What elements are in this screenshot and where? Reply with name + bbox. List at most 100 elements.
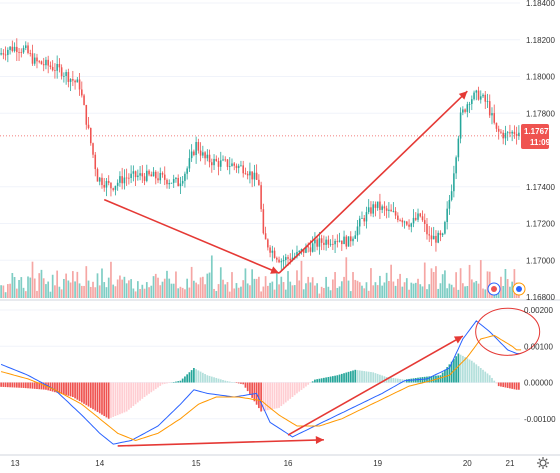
settings-icon[interactable] <box>537 457 549 469</box>
volume-bar <box>307 276 310 298</box>
macd-histogram-bar <box>40 382 43 390</box>
volume-bar <box>74 281 76 298</box>
candle-body <box>311 243 314 252</box>
volume-bars <box>0 255 520 298</box>
candle-body <box>392 211 395 212</box>
candle-body <box>361 217 363 219</box>
volume-bar <box>484 289 487 298</box>
candle-body <box>4 54 7 56</box>
candle-body <box>500 131 502 133</box>
volume-bar <box>116 279 119 298</box>
volume-bar <box>136 281 139 298</box>
candle-body <box>16 46 18 53</box>
event-icon[interactable] <box>512 282 526 296</box>
volume-bar <box>329 290 332 298</box>
volume-bar <box>166 270 168 298</box>
volume-bar <box>439 283 442 298</box>
candle-body <box>42 64 45 66</box>
volume-bar <box>54 285 56 298</box>
volume-bar <box>199 277 202 298</box>
volume-bar <box>426 289 428 298</box>
macd-histogram-bar <box>11 382 14 388</box>
candle-body <box>394 211 397 216</box>
volume-bar <box>453 287 455 298</box>
candle-body <box>267 239 269 248</box>
volume-bar <box>417 278 419 298</box>
candle-body <box>141 173 144 177</box>
macd-histogram-bar <box>300 382 303 390</box>
macd-histogram-bar <box>396 378 399 383</box>
macd-histogram-bar <box>27 382 29 389</box>
macd-histogram-bar <box>36 382 38 390</box>
date-label: 19 <box>373 459 382 468</box>
macd-axis[interactable]: 0.00200 0.00100 0.00000 -0.00100 <box>524 306 556 424</box>
volume-bar <box>184 289 186 298</box>
volume-bar <box>262 286 265 298</box>
event-icon[interactable] <box>487 282 501 296</box>
macd-histogram-bar <box>33 382 36 389</box>
volume-bar <box>67 280 70 298</box>
volume-bar <box>331 279 334 298</box>
volume-bar <box>71 271 74 298</box>
time-axis[interactable]: 13 14 15 16 19 20 21 <box>11 459 515 468</box>
volume-bar <box>114 286 117 298</box>
volume-bar <box>376 285 379 298</box>
volume-bar <box>444 270 446 298</box>
volume-bar <box>282 282 285 298</box>
macd-histogram-bar <box>423 376 426 383</box>
macd-histogram-bar <box>251 382 254 398</box>
volume-bar <box>240 286 242 298</box>
macd-histogram-bar <box>224 380 227 383</box>
candle-body <box>45 59 47 66</box>
volume-bar <box>388 281 390 298</box>
candle-body <box>513 131 516 134</box>
volume-bar <box>246 283 249 298</box>
macd-histogram-bar <box>282 382 285 405</box>
macd-tick-label: 0.00100 <box>524 342 553 351</box>
price-tick-label: 1.18200 <box>526 36 555 45</box>
macd-histogram-bar <box>504 382 507 388</box>
candle-body <box>325 239 327 245</box>
macd-histogram-bar <box>20 382 23 388</box>
macd-histogram-bar <box>258 382 260 409</box>
candle-body <box>484 94 487 102</box>
macd-histogram-bar <box>0 382 2 387</box>
candle-body <box>450 191 453 200</box>
macd-histogram-bar <box>83 382 85 404</box>
candle-body <box>222 159 224 161</box>
candle-body <box>406 221 408 225</box>
macd-histogram-bar <box>125 382 128 412</box>
candle-body <box>24 45 27 48</box>
candle-body <box>58 63 61 68</box>
candle-body <box>278 259 280 263</box>
macd-histogram-bar <box>242 382 245 385</box>
volume-bar <box>511 281 514 298</box>
macd-histogram-bar <box>172 382 175 383</box>
macd-histogram-bar <box>78 382 81 402</box>
macd-histogram-bar <box>9 382 11 388</box>
candle-body <box>31 53 34 64</box>
candle-body <box>170 182 173 184</box>
volume-bar <box>291 285 294 298</box>
candle-body <box>365 212 368 222</box>
price-axis[interactable]: 1.18400 1.18200 1.18000 1.17800 1.17400 1.172… <box>526 0 555 302</box>
annotation-arrow-head <box>453 336 463 344</box>
candle-body <box>428 234 431 236</box>
macd-tick-label: 0.00000 <box>524 379 553 388</box>
macd-histogram-bar <box>197 370 200 383</box>
macd-histogram-bar <box>145 382 148 396</box>
volume-bar <box>152 276 155 298</box>
macd-histogram-bar <box>15 382 18 388</box>
volume-bar <box>38 273 41 298</box>
candle-body <box>98 177 101 182</box>
volume-bar <box>464 286 466 298</box>
volume-bar <box>175 271 177 298</box>
candle-body <box>477 90 480 100</box>
macd-tick-label: 0.00200 <box>524 306 553 315</box>
volume-bar <box>334 272 336 298</box>
volume-bar <box>361 285 363 298</box>
volume-bar <box>450 284 453 298</box>
candle-body <box>300 249 303 251</box>
macd-histogram-bar <box>354 369 357 383</box>
